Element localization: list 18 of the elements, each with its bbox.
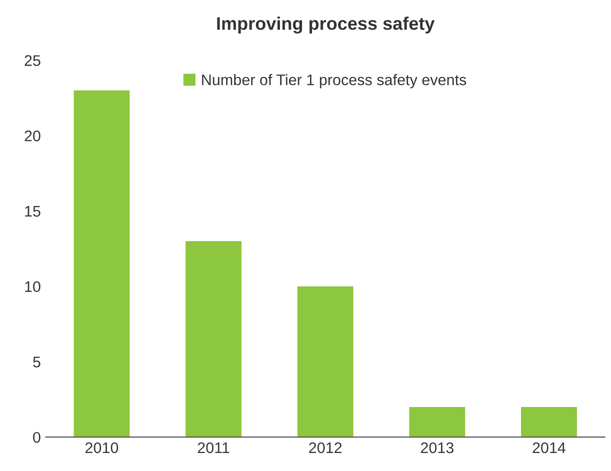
y-tick-label: 10 (25, 281, 40, 292)
x-tick-label: 2013 (420, 442, 454, 454)
x-tick-label: 2014 (532, 442, 566, 454)
bar (297, 286, 354, 438)
y-tick-label: 5 (33, 356, 40, 368)
legend-label: Number of Tier 1 process safety events (202, 74, 466, 88)
x-tick-label: 2012 (309, 442, 342, 454)
bar (521, 406, 577, 438)
bar (186, 241, 242, 438)
x-tick-label: 2011 (198, 442, 230, 454)
bar (74, 90, 130, 438)
y-tick-label: 20 (24, 130, 40, 142)
bar (409, 406, 466, 438)
y-tick-label: 25 (24, 55, 40, 66)
chart-title: Improving process safety (217, 16, 435, 34)
y-tick-label: 15 (25, 206, 40, 217)
y-tick-label: 0 (33, 432, 40, 443)
x-tick-label: 2010 (86, 442, 118, 454)
